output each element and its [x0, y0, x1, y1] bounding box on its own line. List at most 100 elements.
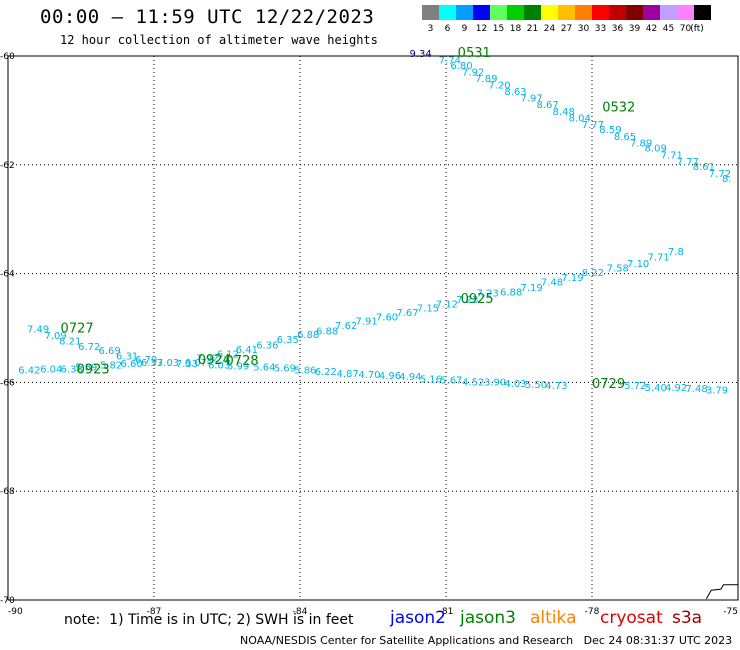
wave-height-value: 7.97: [520, 94, 542, 105]
wave-height-value: 6.03: [208, 360, 230, 371]
wave-height-value: 5.89: [75, 362, 97, 373]
wave-height-value: 6.88: [297, 330, 319, 341]
wave-height-value: 6.72: [78, 342, 100, 353]
wave-height-value: 7.92: [196, 354, 218, 365]
wave-height-value: 3.90: [484, 378, 506, 389]
pass-time-label: 0727: [61, 321, 94, 336]
colorbar-label: 6: [444, 24, 451, 34]
wave-height-value: 6.42: [18, 366, 40, 377]
wave-height-value: 4.92: [665, 383, 687, 394]
longitude-tick-label: -84: [293, 607, 308, 617]
colorbar-label: 12: [475, 24, 488, 34]
satellite-legend-item: altika: [530, 608, 577, 628]
wave-height-value: 4.52: [462, 378, 484, 389]
wave-height-value: 7.15: [417, 304, 439, 315]
colorbar-swatch: [422, 5, 439, 20]
colorbar-label: 39: [628, 24, 641, 34]
latitude-tick-label: -66: [0, 378, 15, 388]
colorbar-label: 15: [492, 24, 505, 34]
wave-height-value: 7.62: [335, 321, 357, 332]
latitude-tick-label: -64: [0, 270, 15, 280]
colorbar-swatch: [507, 5, 524, 20]
wave-height-value: 5.99: [227, 361, 249, 372]
colorbar-label: 30: [577, 24, 590, 34]
wave-height-value: 7.91: [355, 317, 377, 328]
pass-time-label: 0729: [592, 377, 625, 392]
wave-height-value: 4.70: [358, 370, 380, 381]
latitude-tick-label: -70: [0, 596, 15, 606]
wave-height-value: 6.69: [99, 346, 121, 357]
colorbar-swatch: [643, 5, 660, 20]
wave-height-value: 5.69: [274, 364, 296, 375]
wave-height-value: 8.61: [693, 162, 715, 173]
wave-height-value: 7.19: [561, 273, 583, 284]
wave-height-value: 6.04: [40, 365, 62, 376]
wave-height-value: 7.92: [462, 68, 484, 79]
wave-height-value: 6.88: [500, 287, 522, 298]
wave-height-value: 7.8: [668, 247, 684, 258]
wave-height-value: 7.67: [396, 308, 418, 319]
wave-height-value: 8.: [722, 174, 732, 185]
pass-time-label: 0532: [602, 100, 635, 115]
colorbar-swatch: [558, 5, 575, 20]
wave-height-value: 7.89: [475, 74, 497, 85]
satellite-legend-item: s3a: [672, 608, 703, 628]
footer-credit: NOAA/NESDIS Center for Satellite Applica…: [240, 634, 732, 647]
wave-height-value: 8.21: [59, 336, 81, 347]
wave-height-value: 7.48: [685, 384, 707, 395]
credit-text: NOAA/NESDIS Center for Satellite Applica…: [240, 634, 574, 647]
wave-height-value: 7.49: [27, 324, 49, 335]
wave-height-value: 6.38: [61, 365, 83, 376]
wave-height-value: 8.22: [582, 268, 604, 279]
wave-height-value: 7.19: [520, 283, 542, 294]
colorbar-unit: (ft): [690, 24, 704, 34]
wave-height-value: 7.71: [647, 253, 669, 264]
colorbar-label: 18: [509, 24, 522, 34]
wave-height-value: 5.64: [253, 362, 275, 373]
coastline: [705, 584, 738, 600]
wave-height-value: 5.16: [420, 374, 442, 385]
wave-height-value: 7.60: [376, 312, 398, 323]
generated-timestamp: Dec 24 08:31:37 UTC 2023: [583, 634, 733, 647]
wave-height-value: 8.09: [645, 144, 667, 155]
colorbar-swatch: [626, 5, 643, 20]
wave-height-value: 4.96: [379, 371, 401, 382]
wave-height-value: 7.77: [582, 120, 604, 131]
wave-height-value: 5.40: [645, 383, 667, 394]
wave-height-value: 4.94: [399, 372, 421, 383]
colorbar-swatch: [439, 5, 456, 20]
wave-height-value: 5.50: [525, 380, 547, 391]
map-subtitle: 12 hour collection of altimeter wave hei…: [60, 33, 378, 47]
wave-height-value: 8.59: [599, 125, 621, 136]
wave-height-value: 6.70: [135, 355, 157, 366]
wave-height-value: 5.86: [294, 366, 316, 377]
wave-height-value: 6.36: [256, 341, 278, 352]
wave-height-value: 7.20: [488, 81, 510, 92]
wave-height-value: 7.03: [157, 358, 179, 369]
wave-height-value: 8.65: [614, 132, 636, 143]
colorbar-label: 33: [594, 24, 607, 34]
wave-height-value: 7.33: [176, 359, 198, 370]
colorbar-label: 70: [679, 24, 692, 34]
wave-height-value: 5.67: [440, 375, 462, 386]
wave-height-value: 4.03: [504, 379, 526, 390]
colorbar-swatch: [609, 5, 626, 20]
wave-height-value: 7.48: [541, 278, 563, 289]
latitude-tick-label: -68: [0, 487, 15, 497]
wave-height-value: 6.31: [116, 352, 138, 363]
satellite-legend-item: jason2: [390, 608, 446, 628]
wave-height-value: 7.58: [607, 263, 629, 274]
pass-time-label: 0924: [198, 353, 231, 368]
map-title: 00:00 – 11:59 UTC 12/22/2023: [40, 6, 375, 28]
colorbar-label: 9: [461, 24, 468, 34]
longitude-tick-label: -87: [147, 607, 162, 617]
colorbar-label: 42: [645, 24, 658, 34]
wave-height-value: 6.88: [316, 327, 338, 338]
colorbar-swatch: [490, 5, 507, 20]
colorbar-swatch: [694, 5, 711, 20]
satellite-legend-item: jason3: [460, 608, 516, 628]
wave-height-value: 6.60: [120, 359, 142, 370]
wave-height-value: 7.23: [477, 288, 499, 299]
wave-height-value: 4.73: [545, 381, 567, 392]
wave-height-value: 8.48: [553, 107, 575, 118]
